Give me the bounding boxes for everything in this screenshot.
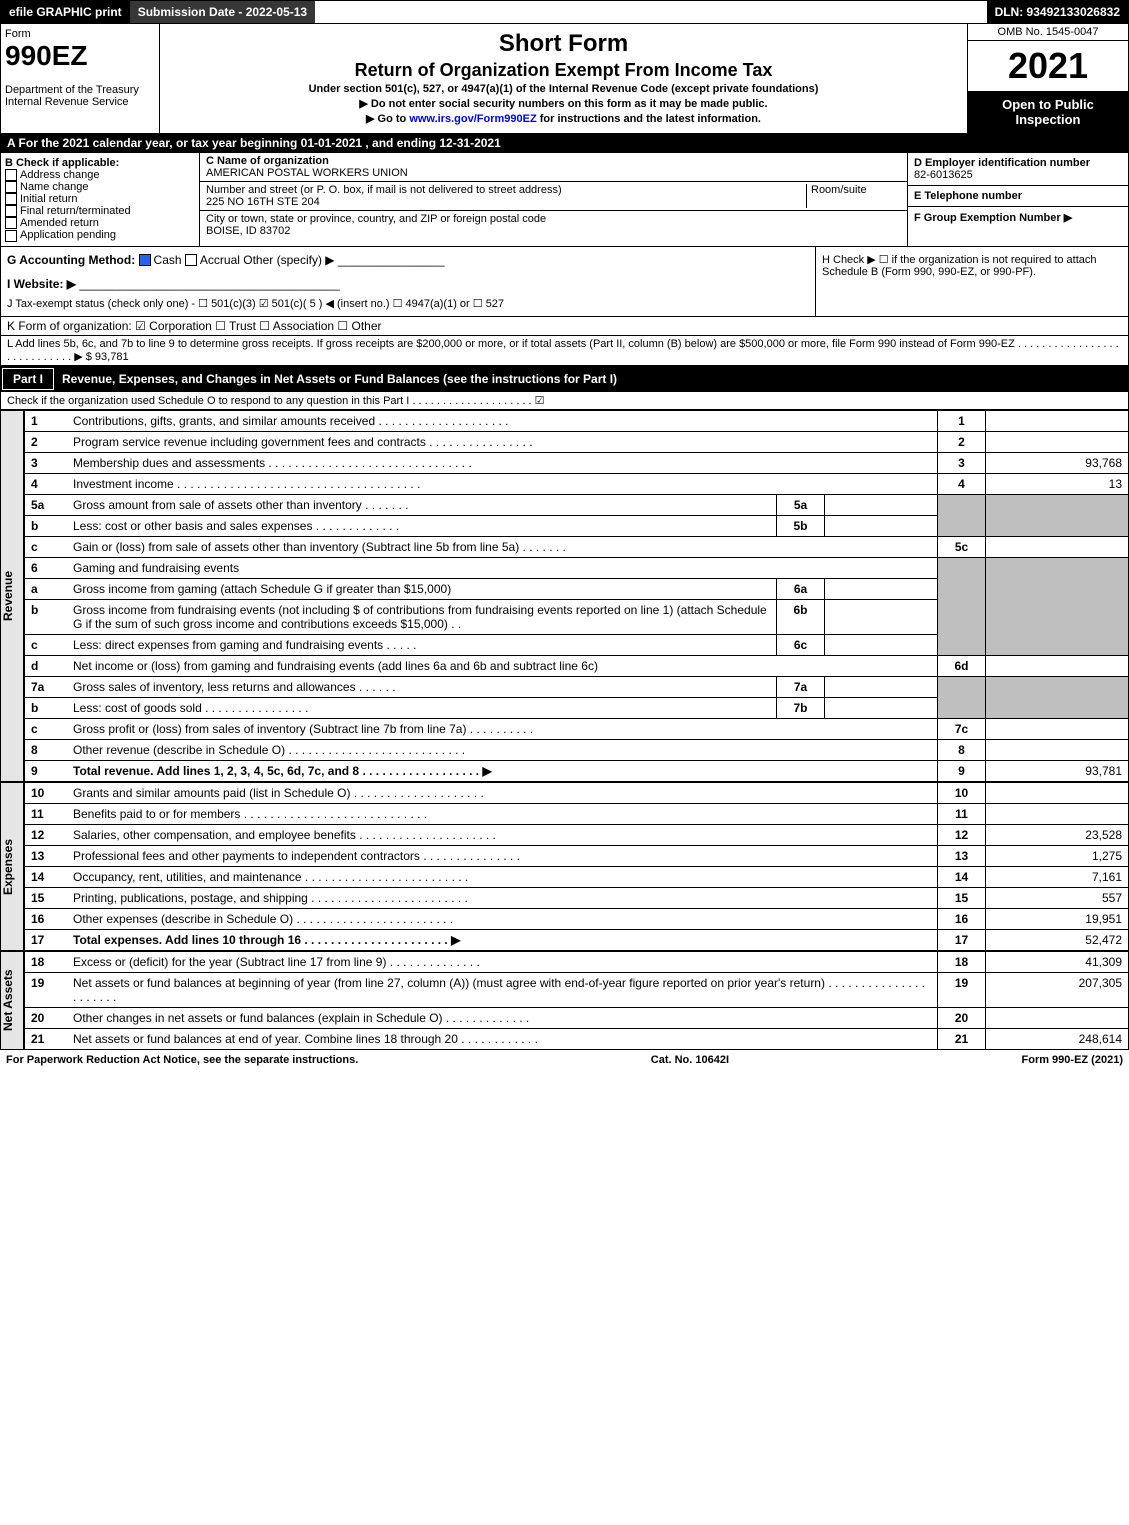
form-ref: Form 990-EZ (2021) <box>1022 1054 1123 1066</box>
org-name: AMERICAN POSTAL WORKERS UNION <box>206 167 408 179</box>
note-link: ▶ Go to www.irs.gov/Form990EZ for instru… <box>164 112 963 125</box>
h-schedule-b: H Check ▶ ☐ if the organization is not r… <box>816 247 1128 316</box>
b-label: B Check if applicable: <box>5 157 119 169</box>
chk-initial[interactable] <box>5 193 17 205</box>
topbar: efile GRAPHIC print Submission Date - 20… <box>0 0 1129 24</box>
form-label: Form <box>5 28 31 40</box>
open-inspection: Open to Public Inspection <box>968 91 1128 133</box>
paperwork-notice: For Paperwork Reduction Act Notice, see … <box>6 1054 358 1066</box>
chk-amended[interactable] <box>5 217 17 229</box>
expenses-label: Expenses <box>0 782 24 951</box>
tax-year: 2021 <box>968 41 1128 91</box>
block-ghij: G Accounting Method: Cash Accrual Other … <box>0 247 1129 317</box>
cat-no: Cat. No. 10642I <box>651 1054 729 1066</box>
netassets-label: Net Assets <box>0 951 24 1050</box>
omb-number: OMB No. 1545-0047 <box>968 24 1128 41</box>
j-status: J Tax-exempt status (check only one) - ☐… <box>7 297 809 310</box>
submission-date: Submission Date - 2022-05-13 <box>130 1 315 23</box>
irs-label: Internal Revenue Service <box>5 96 129 108</box>
chk-cash[interactable] <box>139 254 151 266</box>
org-city: BOISE, ID 83702 <box>206 225 290 237</box>
block-bcdef: B Check if applicable: Address change Na… <box>0 153 1129 247</box>
netassets-table: 18Excess or (deficit) for the year (Subt… <box>24 951 1129 1050</box>
part1-check: Check if the organization used Schedule … <box>0 392 1129 410</box>
chk-pending[interactable] <box>5 230 17 242</box>
dept-label: Department of the Treasury <box>5 84 139 96</box>
org-address: 225 NO 16TH STE 204 <box>206 196 320 208</box>
under-section: Under section 501(c), 527, or 4947(a)(1)… <box>164 83 963 95</box>
revenue-table: 1Contributions, gifts, grants, and simil… <box>24 410 1129 782</box>
expenses-table: 10Grants and similar amounts paid (list … <box>24 782 1129 951</box>
section-a: A For the 2021 calendar year, or tax yea… <box>0 134 1129 153</box>
irs-link[interactable]: www.irs.gov/Form990EZ <box>409 113 536 125</box>
k-org-type: K Form of organization: ☑ Corporation ☐ … <box>0 317 1129 336</box>
chk-final[interactable] <box>5 205 17 217</box>
form-header: Form 990EZ Department of the Treasury In… <box>0 24 1129 134</box>
chk-accrual[interactable] <box>185 254 197 266</box>
ein: 82-6013625 <box>914 169 973 181</box>
efile-label[interactable]: efile GRAPHIC print <box>1 1 130 23</box>
part1-bar: Part I Revenue, Expenses, and Changes in… <box>0 366 1129 392</box>
footer: For Paperwork Reduction Act Notice, see … <box>0 1050 1129 1070</box>
subtitle: Return of Organization Exempt From Incom… <box>164 60 963 81</box>
note-ssn: ▶ Do not enter social security numbers o… <box>164 97 963 110</box>
chk-name[interactable] <box>5 181 17 193</box>
dln: DLN: 93492133026832 <box>987 1 1128 23</box>
chk-address[interactable] <box>5 169 17 181</box>
form-number: 990EZ <box>5 40 88 71</box>
l-receipts: L Add lines 5b, 6c, and 7b to line 9 to … <box>0 336 1129 366</box>
title: Short Form <box>164 30 963 58</box>
revenue-label: Revenue <box>0 410 24 782</box>
